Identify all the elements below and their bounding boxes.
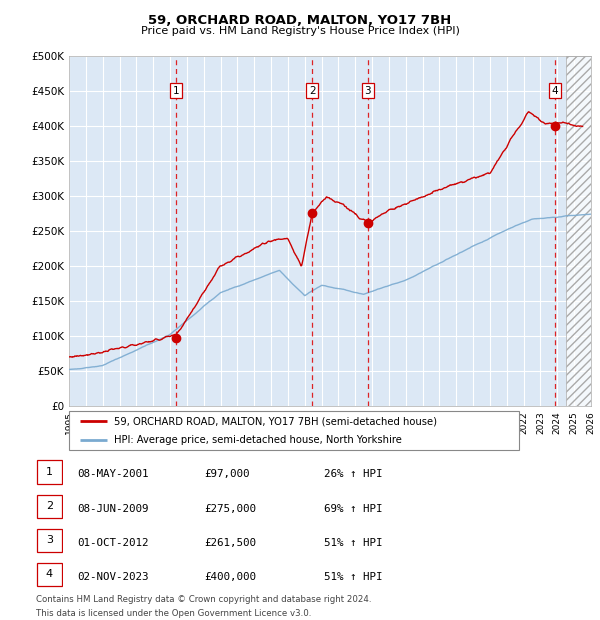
Text: 59, ORCHARD ROAD, MALTON, YO17 7BH (semi-detached house): 59, ORCHARD ROAD, MALTON, YO17 7BH (semi… [114, 417, 437, 427]
Text: 59, ORCHARD ROAD, MALTON, YO17 7BH: 59, ORCHARD ROAD, MALTON, YO17 7BH [148, 14, 452, 27]
Text: 1: 1 [173, 86, 179, 96]
Text: 01-OCT-2012: 01-OCT-2012 [77, 538, 148, 547]
Text: 51% ↑ HPI: 51% ↑ HPI [324, 572, 383, 582]
Text: 08-MAY-2001: 08-MAY-2001 [77, 469, 148, 479]
Text: £97,000: £97,000 [204, 469, 250, 479]
Text: 4: 4 [46, 569, 53, 580]
Bar [566, 56, 591, 406]
Text: 2: 2 [46, 501, 53, 512]
Text: 2: 2 [309, 86, 316, 96]
Text: 69% ↑ HPI: 69% ↑ HPI [324, 503, 383, 513]
Text: HPI: Average price, semi-detached house, North Yorkshire: HPI: Average price, semi-detached house,… [114, 435, 402, 445]
Text: This data is licensed under the Open Government Licence v3.0.: This data is licensed under the Open Gov… [36, 609, 311, 618]
FancyBboxPatch shape [37, 495, 62, 518]
Text: 4: 4 [551, 86, 558, 96]
FancyBboxPatch shape [37, 461, 62, 484]
Text: 02-NOV-2023: 02-NOV-2023 [77, 572, 148, 582]
Text: 08-JUN-2009: 08-JUN-2009 [77, 503, 148, 513]
Text: Contains HM Land Registry data © Crown copyright and database right 2024.: Contains HM Land Registry data © Crown c… [36, 595, 371, 604]
Text: 51% ↑ HPI: 51% ↑ HPI [324, 538, 383, 547]
FancyBboxPatch shape [37, 529, 62, 552]
Text: £261,500: £261,500 [204, 538, 256, 547]
Text: 3: 3 [365, 86, 371, 96]
FancyBboxPatch shape [69, 411, 519, 449]
Bar [566, 56, 591, 406]
FancyBboxPatch shape [37, 563, 62, 586]
Text: 1: 1 [46, 467, 53, 477]
Text: 26% ↑ HPI: 26% ↑ HPI [324, 469, 383, 479]
Text: Price paid vs. HM Land Registry's House Price Index (HPI): Price paid vs. HM Land Registry's House … [140, 26, 460, 36]
Text: £275,000: £275,000 [204, 503, 256, 513]
Text: £400,000: £400,000 [204, 572, 256, 582]
Text: 3: 3 [46, 535, 53, 546]
